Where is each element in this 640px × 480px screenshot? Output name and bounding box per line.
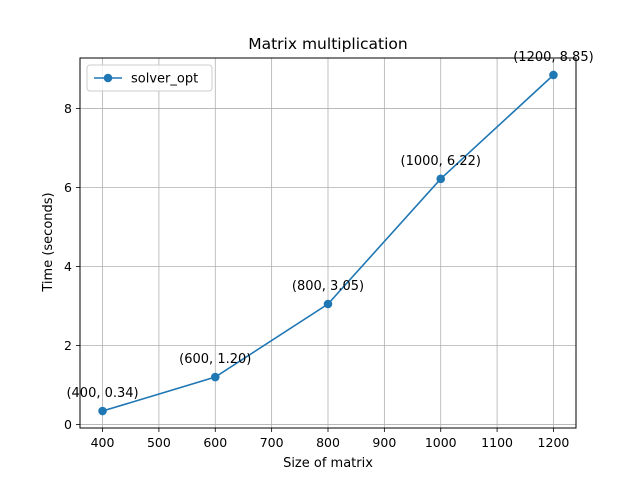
y-tick-label: 4	[64, 259, 72, 274]
data-point	[549, 70, 558, 80]
data-point	[98, 406, 107, 416]
plot-area	[98, 70, 558, 416]
x-tick-label: 900	[372, 435, 396, 450]
x-tick-label: 600	[203, 435, 227, 450]
data-label: (1200, 8.85)	[513, 50, 593, 65]
x-axis: 400 500 600 700 800 900 1000 1100 1200	[91, 428, 570, 450]
x-tick-label: 500	[147, 435, 171, 450]
y-tick-label: 8	[64, 101, 72, 116]
annotations: (400, 0.34) (600, 1.20) (800, 3.05) (1000, …	[66, 50, 593, 401]
legend: solver_opt	[86, 64, 213, 92]
x-tick-label: 1100	[481, 435, 513, 450]
x-tick-label: 700	[260, 435, 284, 450]
x-tick-label: 1200	[538, 435, 570, 450]
y-tick-label: 2	[64, 338, 72, 353]
x-axis-label: Size of matrix	[283, 456, 373, 471]
data-point	[436, 174, 446, 184]
y-axis: 0 2 4 6 8	[64, 101, 80, 432]
y-axis-label: Time (seconds)	[41, 192, 56, 292]
data-label: (800, 3.05)	[292, 279, 364, 294]
data-label: (1000, 6.22)	[401, 154, 481, 169]
chart-title: Matrix multiplication	[248, 35, 408, 53]
x-tick-label: 1000	[425, 435, 457, 450]
data-label: (600, 1.20)	[179, 352, 251, 367]
data-point	[323, 299, 333, 309]
y-tick-label: 0	[64, 417, 72, 432]
data-label: (400, 0.34)	[66, 386, 138, 401]
legend-label: solver_opt	[131, 72, 198, 87]
grid	[80, 58, 576, 428]
x-tick-label: 400	[91, 435, 115, 450]
x-tick-label: 800	[316, 435, 340, 450]
legend-box	[86, 64, 213, 92]
legend-marker	[103, 73, 113, 83]
data-point	[210, 372, 220, 382]
y-tick-label: 6	[64, 180, 72, 195]
